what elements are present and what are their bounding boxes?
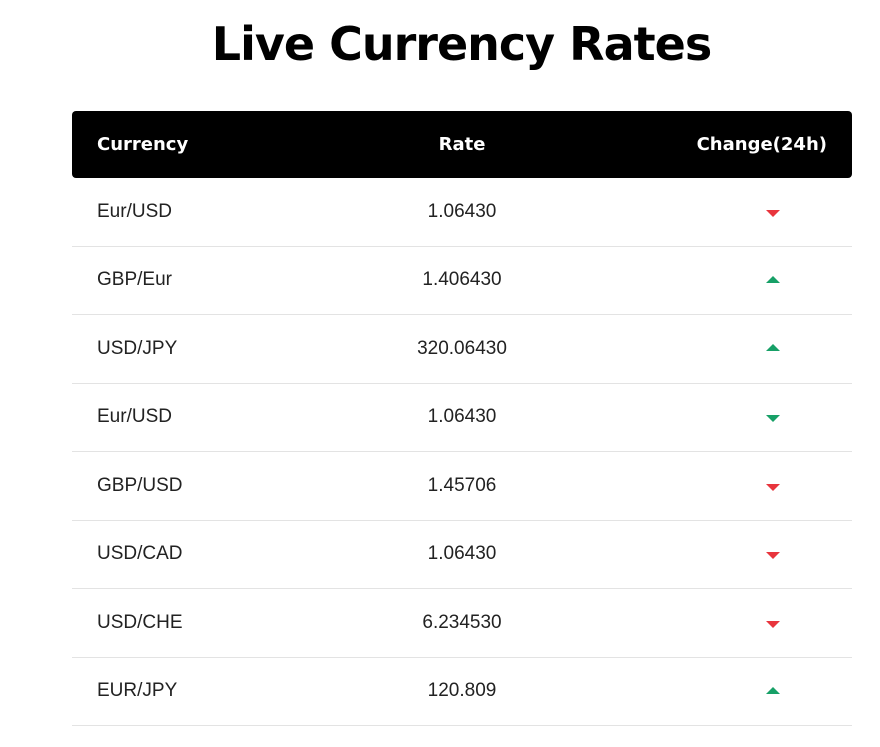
table-row: EUR/JPY 120.809 — [72, 658, 852, 726]
table-row: GBP/Eur 1.406430 — [72, 247, 852, 315]
currency-pair: EUR/JPY — [97, 680, 178, 702]
currency-pair: Eur/USD — [97, 200, 172, 222]
table-row: USD/CHE 6.234530 — [72, 589, 852, 658]
rate-value: 1.45706 — [427, 474, 497, 496]
rate-value: 1.406430 — [422, 269, 502, 291]
change-cell — [582, 549, 852, 560]
currency-pair: GBP/Eur — [97, 269, 172, 291]
table-header: Currency Rate Change(24h) — [72, 111, 852, 178]
table-row: USD/JPY 320.06430 — [72, 315, 852, 384]
triangle-down-icon — [766, 483, 780, 491]
rate-value: 6.234530 — [422, 611, 502, 633]
currency-rates-table: Currency Rate Change(24h) Eur/USD 1.0643… — [72, 111, 852, 726]
change-cell — [582, 481, 852, 491]
rate-value: 120.809 — [427, 680, 497, 702]
triangle-down-icon — [766, 552, 780, 560]
table-row: Eur/USD 1.06430 — [72, 384, 852, 452]
change-cell — [582, 686, 852, 694]
column-header-change: Change(24h) — [696, 134, 827, 155]
change-cell — [582, 618, 852, 628]
table-row: Eur/USD 1.06430 — [72, 178, 852, 247]
page-title: Live Currency Rates — [211, 17, 712, 71]
table-body: Eur/USD 1.06430 GBP/Eur 1.406430 USD/JPY… — [72, 178, 852, 726]
rate-value: 1.06430 — [427, 406, 497, 428]
change-cell — [582, 344, 852, 352]
rate-value: 1.06430 — [427, 543, 497, 565]
triangle-down-icon — [766, 209, 780, 217]
currency-pair: GBP/USD — [97, 474, 183, 496]
currency-pair: USD/JPY — [97, 337, 178, 359]
triangle-up-icon — [766, 686, 780, 694]
change-cell — [582, 412, 852, 423]
triangle-up-icon — [766, 344, 780, 352]
currency-pair: USD/CHE — [97, 611, 183, 633]
triangle-down-icon — [766, 620, 780, 628]
currency-pair: USD/CAD — [97, 543, 183, 565]
triangle-up-icon — [766, 275, 780, 283]
table-row: USD/CAD 1.06430 — [72, 521, 852, 589]
table-row: GBP/USD 1.45706 — [72, 452, 852, 521]
triangle-down-icon — [766, 415, 780, 423]
change-cell — [582, 275, 852, 283]
rate-value: 1.06430 — [427, 200, 497, 222]
column-header-rate: Rate — [438, 134, 486, 155]
change-cell — [582, 207, 852, 217]
column-header-currency: Currency — [97, 134, 189, 155]
currency-pair: Eur/USD — [97, 406, 172, 428]
rate-value: 320.06430 — [417, 337, 507, 359]
